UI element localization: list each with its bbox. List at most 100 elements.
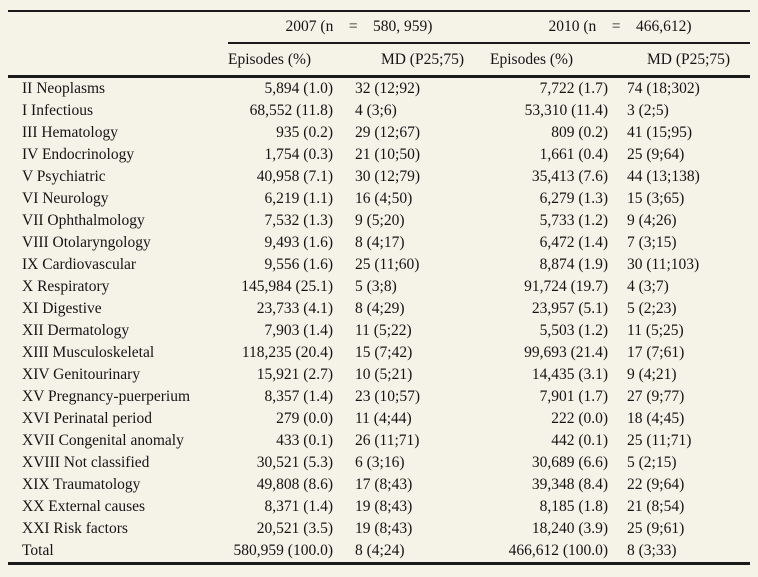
episodes-2010-cell: 442 (0.1) bbox=[551, 432, 609, 449]
episodes-2010-cell: 5,733 (1.2) bbox=[539, 212, 609, 229]
md-2007-cell: 19 (8;43) bbox=[355, 520, 413, 537]
md-2010-cell: 44 (13;138) bbox=[627, 168, 700, 185]
episodes-2007-cell: 5,894 (1.0) bbox=[264, 80, 333, 97]
category-cell: IV Endocrinology bbox=[22, 146, 135, 163]
table-row: XVII Congenital anomaly 433 (0.1) 26 (11;7… bbox=[8, 430, 750, 452]
col-header-md-2007: MD (P25;75) bbox=[335, 43, 491, 78]
md-2010-cell: 4 (3;7) bbox=[627, 278, 669, 295]
md-2007-cell: 9 (5;20) bbox=[355, 212, 405, 229]
episodes-2007-cell: 20,521 (3.5) bbox=[256, 520, 333, 537]
md-2007-cell: 11 (5;22) bbox=[355, 322, 412, 339]
md-2007-cell: 21 (10;50) bbox=[355, 146, 421, 163]
table-row: IV Endocrinology 1,754 (0.3) 21 (10;50) 1,6… bbox=[8, 144, 750, 166]
md-2010-cell: 11 (5;25) bbox=[627, 322, 684, 339]
episodes-2010-cell: 35,413 (7.6) bbox=[531, 168, 609, 185]
episodes-2007-cell: 935 (0.2) bbox=[276, 124, 333, 141]
category-cell: XVIII Not classified bbox=[22, 454, 150, 471]
episodes-2010-cell: 8,874 (1.9) bbox=[539, 256, 609, 273]
episodes-2007-cell: 9,493 (1.6) bbox=[264, 234, 333, 251]
episodes-2007-cell: 118,235 (20.4) bbox=[241, 344, 333, 361]
episodes-2010-cell: 6,279 (1.3) bbox=[539, 190, 609, 207]
md-2010-cell: 8 (3;33) bbox=[627, 542, 677, 559]
episodes-2007-cell: 23,733 (4.1) bbox=[256, 300, 333, 317]
md-2007-cell: 11 (4;44) bbox=[355, 410, 412, 427]
table-row: XIII Musculoskeletal 118,235 (20.4) 15 (7;… bbox=[8, 342, 750, 364]
episodes-2007-cell: 145,984 (25.1) bbox=[241, 278, 333, 295]
episodes-2010-cell: 39,348 (8.4) bbox=[531, 476, 609, 493]
md-2007-cell: 4 (3;6) bbox=[355, 102, 397, 119]
table-row: X Respiratory 145,984 (25.1) 5 (3;8) 91,724… bbox=[8, 276, 750, 298]
episodes-2010-cell: 222 (0.0) bbox=[551, 410, 609, 427]
md-2010-cell: 9 (4;26) bbox=[627, 212, 677, 229]
md-2010-cell: 41 (15;95) bbox=[627, 124, 693, 141]
table-row: Total 580,959 (100.0) 8 (4;24) 466,612 (100… bbox=[8, 540, 750, 564]
episodes-2010-cell: 8,185 (1.8) bbox=[539, 498, 609, 515]
col-header-episodes-2010: Episodes (%) bbox=[490, 43, 611, 78]
table-row: XXI Risk factors 20,521 (3.5) 19 (8;43) 18,… bbox=[8, 518, 750, 540]
md-2010-cell: 7 (3;15) bbox=[627, 234, 677, 251]
md-2010-cell: 18 (4;45) bbox=[627, 410, 685, 427]
md-2010-cell: 3 (2;5) bbox=[627, 102, 669, 119]
table-row: V Psychiatric 40,958 (7.1) 30 (12;79) 35,41… bbox=[8, 166, 750, 188]
md-2010-cell: 27 (9;77) bbox=[627, 388, 685, 405]
category-header-empty bbox=[8, 43, 228, 78]
md-2007-cell: 23 (10;57) bbox=[355, 388, 421, 405]
table-row: XVI Perinatal period 279 (0.0) 11 (4;44) 22… bbox=[8, 408, 750, 430]
episodes-2007-cell: 9,556 (1.6) bbox=[264, 256, 333, 273]
table-row: IX Cardiovascular 9,556 (1.6) 25 (11;60) 8,… bbox=[8, 254, 750, 276]
md-2007-cell: 5 (3;8) bbox=[355, 278, 397, 295]
category-cell: VIII Otolaryngology bbox=[22, 234, 151, 251]
col-header-md-2010: MD (P25;75) bbox=[610, 43, 751, 78]
episodes-2007-cell: 6,219 (1.1) bbox=[264, 190, 333, 207]
table-row: III Hematology 935 (0.2) 29 (12;67) 809 (0.… bbox=[8, 122, 750, 144]
category-cell: II Neoplasms bbox=[22, 80, 106, 97]
md-2010-cell: 25 (11;71) bbox=[627, 432, 692, 449]
table-row: VI Neurology 6,219 (1.1) 16 (4;50) 6,279 (1… bbox=[8, 188, 750, 210]
table-row: XIX Traumatology 49,808 (8.6) 17 (8;43) 39,… bbox=[8, 474, 750, 496]
episodes-by-icd-chapter-table: 2007 (n = 580, 959) 2010 (n = 466,612) E… bbox=[8, 10, 751, 565]
table-row: I Infectious 68,552 (11.8) 4 (3;6) 53,310 (… bbox=[8, 100, 750, 122]
md-2007-cell: 8 (4;29) bbox=[355, 300, 405, 317]
episodes-2010-cell: 7,901 (1.7) bbox=[539, 388, 609, 405]
episodes-2010-cell: 466,612 (100.0) bbox=[508, 542, 609, 559]
md-2007-cell: 29 (12;67) bbox=[355, 124, 421, 141]
episodes-2007-cell: 8,357 (1.4) bbox=[264, 388, 333, 405]
category-cell: XX External causes bbox=[22, 498, 146, 515]
category-cell: XII Dermatology bbox=[22, 322, 130, 339]
category-cell: XVI Perinatal period bbox=[22, 410, 152, 427]
episodes-2007-cell: 279 (0.0) bbox=[276, 410, 333, 427]
episodes-2010-cell: 99,693 (21.4) bbox=[524, 344, 609, 361]
md-2007-cell: 26 (11;71) bbox=[355, 432, 420, 449]
episodes-2010-cell: 91,724 (19.7) bbox=[524, 278, 609, 295]
episodes-2010-cell: 30,689 (6.6) bbox=[531, 454, 609, 471]
md-2007-cell: 16 (4;50) bbox=[355, 190, 413, 207]
episodes-2010-cell: 14,435 (3.1) bbox=[531, 366, 609, 383]
sub-header-row: Episodes (%) MD (P25;75) Episodes (%) MD… bbox=[8, 43, 751, 78]
table-row: XX External causes 8,371 (1.4) 19 (8;43) 8,… bbox=[8, 496, 750, 518]
category-cell: V Psychiatric bbox=[22, 168, 106, 185]
episodes-2007-cell: 433 (0.1) bbox=[276, 432, 333, 449]
table-row: XVIII Not classified 30,521 (5.3) 6 (3;16)… bbox=[8, 452, 750, 474]
episodes-2010-cell: 5,503 (1.2) bbox=[539, 322, 609, 339]
md-2007-cell: 25 (11;60) bbox=[355, 256, 420, 273]
table-row: VIII Otolaryngology 9,493 (1.6) 8 (4;17) 6,… bbox=[8, 232, 750, 254]
md-2010-cell: 22 (9;64) bbox=[627, 476, 685, 493]
episodes-2010-cell: 18,240 (3.9) bbox=[531, 520, 609, 537]
episodes-2007-cell: 49,808 (8.6) bbox=[256, 476, 333, 493]
table-row: VII Ophthalmology 7,532 (1.3) 9 (5;20) 5,73… bbox=[8, 210, 750, 232]
md-2007-cell: 17 (8;43) bbox=[355, 476, 413, 493]
md-2010-cell: 25 (9;61) bbox=[627, 520, 685, 537]
md-2010-cell: 9 (4;21) bbox=[627, 366, 677, 383]
episodes-2007-cell: 15,921 (2.7) bbox=[256, 366, 333, 383]
episodes-2007-cell: 1,754 (0.3) bbox=[264, 146, 333, 163]
md-2007-cell: 15 (7;42) bbox=[355, 344, 413, 361]
category-cell: III Hematology bbox=[22, 124, 118, 141]
category-cell: XXI Risk factors bbox=[22, 520, 128, 537]
table-body: II Neoplasms 5,894 (1.0) 32 (12;92) 7,722 (… bbox=[8, 77, 750, 564]
table-row: XII Dermatology 7,903 (1.4) 11 (5;22) 5,503… bbox=[8, 320, 750, 342]
table-row: XI Digestive 23,733 (4.1) 8 (4;29) 23,957 (… bbox=[8, 298, 750, 320]
category-header-empty bbox=[8, 11, 228, 43]
table-row: XIV Genitourinary 15,921 (2.7) 10 (5;21) 14… bbox=[8, 364, 750, 386]
md-2010-cell: 74 (18;302) bbox=[627, 80, 700, 97]
md-2010-cell: 25 (9;64) bbox=[627, 146, 685, 163]
